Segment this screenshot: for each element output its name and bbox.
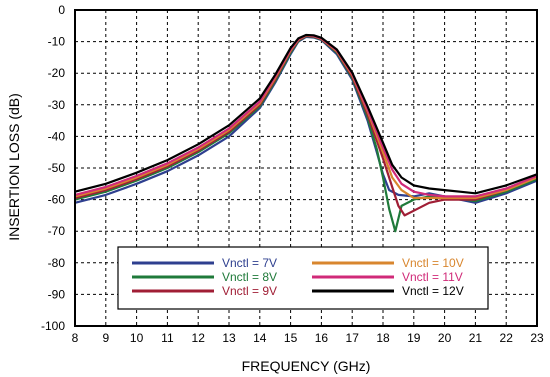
- y-tick-label: -70: [48, 224, 66, 238]
- series-line: [74, 34, 538, 198]
- legend-entry-label: Vnctl = 8V: [222, 270, 277, 284]
- y-tick-label: 0: [58, 3, 65, 17]
- x-tick-label: 12: [192, 331, 206, 345]
- y-axis-label: INSERTION LOSS (dB): [6, 93, 22, 241]
- x-tick-label: 21: [469, 331, 483, 345]
- y-tick-label: -20: [48, 66, 66, 80]
- series-line: [74, 34, 538, 217]
- y-tick-label: -80: [48, 256, 66, 270]
- x-tick-label: 10: [130, 331, 144, 345]
- x-tick-label: 17: [346, 331, 360, 345]
- series-lines: [74, 33, 538, 233]
- x-tick-label: 15: [284, 331, 298, 345]
- x-tick-label: 16: [315, 331, 329, 345]
- x-axis-label: FREQUENCY (GHz): [242, 358, 371, 374]
- x-tick-label: 22: [500, 331, 514, 345]
- x-tick-label: 13: [222, 331, 236, 345]
- x-tick-label: 19: [407, 331, 421, 345]
- x-tick-label: 9: [102, 331, 109, 345]
- x-tick-label: 20: [438, 331, 452, 345]
- legend-entry-label: Vnctl = 7V: [222, 256, 277, 270]
- legend-entry-label: Vnctl = 12V: [402, 284, 464, 298]
- plot-frame: [74, 9, 538, 327]
- legend-entry-label: Vnctl = 10V: [402, 256, 464, 270]
- y-tick-label: -60: [48, 193, 66, 207]
- x-tick-label: 14: [253, 331, 267, 345]
- x-tick-label: 23: [530, 331, 544, 345]
- y-tick-label: -40: [48, 129, 66, 143]
- x-axis-ticks: 8 9 10 11 12 13 14 15 16 17 18 19 20 21 22 23: [72, 331, 544, 345]
- y-tick-label: -90: [48, 287, 66, 301]
- y-tick-label: -100: [41, 319, 65, 333]
- x-tick-label: 8: [72, 331, 79, 345]
- y-tick-label: -50: [48, 161, 66, 175]
- legend-entry-label: Vnctl = 9V: [222, 284, 277, 298]
- y-tick-label: -10: [48, 35, 66, 49]
- series-line: [74, 33, 538, 195]
- x-tick-label: 18: [376, 331, 390, 345]
- y-axis-ticks: 0 -10 -20 -30 -40 -50 -60 -70 -80 -90 -100: [41, 3, 65, 333]
- x-tick-label: 11: [161, 331, 174, 345]
- y-tick-label: -30: [48, 98, 66, 112]
- legend-entry-label: Vnctl = 11V: [402, 270, 463, 284]
